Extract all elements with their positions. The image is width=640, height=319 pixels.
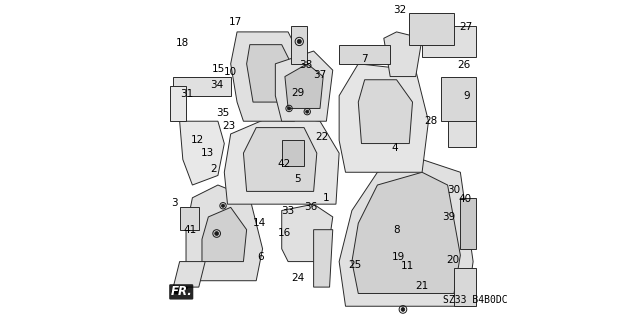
Polygon shape <box>173 77 230 96</box>
Text: 31: 31 <box>180 89 193 99</box>
Circle shape <box>287 107 291 110</box>
Text: 23: 23 <box>223 121 236 131</box>
Polygon shape <box>460 198 476 249</box>
Text: 41: 41 <box>183 225 196 235</box>
Polygon shape <box>422 26 476 57</box>
Text: 2: 2 <box>210 164 216 174</box>
Polygon shape <box>246 45 291 102</box>
Polygon shape <box>173 262 205 287</box>
Polygon shape <box>339 64 428 172</box>
Polygon shape <box>291 26 307 64</box>
Text: 3: 3 <box>172 197 178 208</box>
Text: 39: 39 <box>443 212 456 222</box>
Text: 13: 13 <box>201 148 214 158</box>
Circle shape <box>306 110 309 113</box>
Text: 27: 27 <box>460 22 473 32</box>
Text: 10: 10 <box>224 67 237 77</box>
Polygon shape <box>441 77 476 121</box>
Text: 35: 35 <box>216 108 230 118</box>
Polygon shape <box>339 45 390 64</box>
Polygon shape <box>230 32 301 121</box>
Text: 26: 26 <box>458 60 471 70</box>
Text: 1: 1 <box>323 193 330 203</box>
Text: 19: 19 <box>392 252 404 262</box>
Circle shape <box>215 232 218 235</box>
Polygon shape <box>384 32 422 77</box>
Text: 37: 37 <box>314 70 326 80</box>
Text: FR.: FR. <box>170 286 192 298</box>
Polygon shape <box>170 86 186 121</box>
Polygon shape <box>447 89 476 147</box>
Text: 25: 25 <box>348 260 362 270</box>
Text: 29: 29 <box>291 87 304 98</box>
Polygon shape <box>314 230 333 287</box>
Text: 4: 4 <box>392 143 398 153</box>
Circle shape <box>297 40 301 44</box>
Text: 15: 15 <box>212 63 225 74</box>
Text: 17: 17 <box>229 17 242 27</box>
Polygon shape <box>285 64 323 108</box>
Text: 24: 24 <box>291 272 304 283</box>
Polygon shape <box>454 268 476 306</box>
Text: 40: 40 <box>459 194 472 204</box>
Text: 21: 21 <box>415 280 429 291</box>
Polygon shape <box>224 115 339 204</box>
Circle shape <box>401 308 405 311</box>
Text: 30: 30 <box>447 185 461 195</box>
Text: 16: 16 <box>278 228 292 238</box>
Polygon shape <box>180 207 199 230</box>
Text: 6: 6 <box>258 252 264 262</box>
Polygon shape <box>410 13 454 45</box>
Text: 28: 28 <box>424 116 438 126</box>
Polygon shape <box>180 121 224 185</box>
Polygon shape <box>339 160 473 306</box>
Text: 36: 36 <box>304 202 317 212</box>
Text: 18: 18 <box>175 38 189 48</box>
Text: SZ33 B4B0DC: SZ33 B4B0DC <box>443 295 508 305</box>
Text: 34: 34 <box>210 79 223 90</box>
Polygon shape <box>275 51 333 121</box>
Text: 38: 38 <box>299 60 312 70</box>
Polygon shape <box>352 172 460 293</box>
Polygon shape <box>282 204 333 262</box>
Polygon shape <box>186 185 262 281</box>
Circle shape <box>221 204 225 207</box>
Text: 11: 11 <box>401 261 414 271</box>
Text: 7: 7 <box>362 54 368 64</box>
Polygon shape <box>202 207 246 262</box>
Text: 14: 14 <box>253 218 266 228</box>
Text: 42: 42 <box>278 159 291 169</box>
Text: 12: 12 <box>191 135 204 145</box>
Text: 5: 5 <box>294 174 301 184</box>
Text: 22: 22 <box>315 132 328 142</box>
Polygon shape <box>358 80 413 144</box>
Text: 32: 32 <box>393 4 406 15</box>
Text: 8: 8 <box>393 225 400 235</box>
Polygon shape <box>282 140 304 166</box>
Text: 33: 33 <box>282 205 295 216</box>
Text: 9: 9 <box>463 91 470 101</box>
Text: 20: 20 <box>446 255 459 265</box>
Polygon shape <box>243 128 317 191</box>
